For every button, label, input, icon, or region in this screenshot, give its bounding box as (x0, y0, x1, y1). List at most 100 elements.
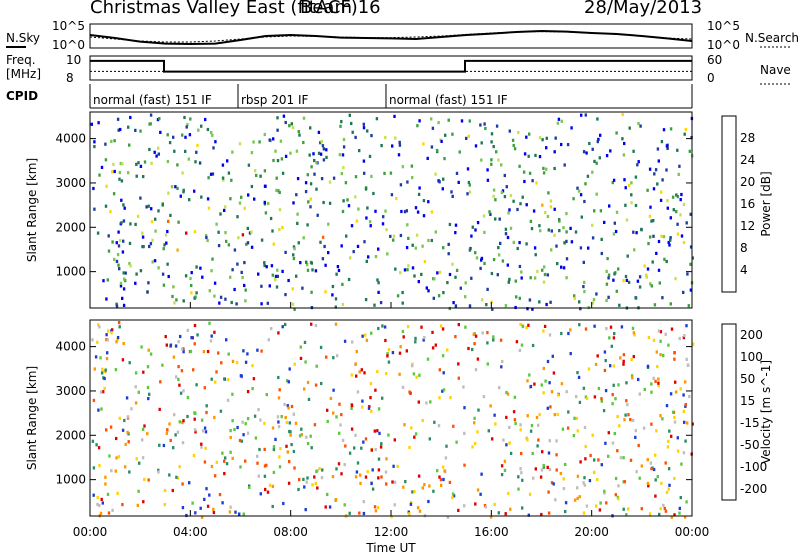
power-cell-cell (621, 137, 624, 141)
power-cell-cell (676, 222, 679, 226)
velocity-cell-cell (246, 431, 250, 435)
velocity-cell-cell (231, 419, 234, 423)
power-cell-cell (346, 198, 349, 202)
velocity-cell-cell (146, 365, 150, 369)
velocity-cell-cell (576, 371, 579, 375)
power-cell-cell (595, 292, 598, 296)
velocity-cell-cell (526, 414, 529, 418)
velocity-cell-cell (321, 468, 324, 472)
velocity-cell-cell (227, 352, 230, 356)
velocity-cell-cell (213, 330, 216, 334)
power-cell-cell (272, 137, 275, 141)
velocity-cell-cell (340, 472, 343, 476)
velocity-cell-cell (417, 474, 421, 478)
power-cell-cell (677, 172, 680, 176)
velocity-cell-cell (102, 390, 105, 394)
velocity-cell-cell (97, 446, 101, 450)
velocity-cell-cell (231, 359, 235, 363)
power-cell-cell (574, 230, 578, 234)
velocity-cell-cell (252, 377, 256, 381)
power-cell-cell (562, 266, 566, 270)
velocity-cell-cell (399, 345, 402, 349)
power-cell-cell (454, 223, 458, 227)
velocity-cell-cell (335, 467, 338, 471)
nave-label: Nave (760, 63, 791, 77)
power-cell-cell (553, 207, 556, 211)
power-cell-cell (309, 126, 312, 130)
velocity-cell-cell (401, 385, 405, 389)
power-cell-cell (625, 218, 629, 222)
power-cell-cell (615, 289, 618, 293)
velocity-cell-cell (181, 421, 184, 425)
power-cell-cell (518, 296, 521, 300)
power-cell-cell (480, 258, 483, 262)
power-cell-cell (492, 258, 496, 262)
velocity-cell-cell (128, 361, 131, 365)
power-cell-cell (97, 121, 100, 125)
power-cell-cell (231, 268, 234, 272)
power-cell-cell (104, 204, 108, 208)
velocity-cell-cell (454, 335, 457, 339)
velocity-cell-cell (560, 382, 564, 386)
velocity-cell-cell (172, 355, 176, 359)
velocity-cell-cell (168, 473, 171, 477)
velocity-cell-cell (292, 412, 295, 416)
velocity-cell-cell (158, 443, 161, 447)
velocity-cell-cell (102, 376, 105, 380)
velocity-cell-cell (337, 462, 341, 466)
velocity-cell-cell (101, 367, 104, 371)
power-cell-cell (396, 294, 400, 298)
power-cell-cell (163, 243, 166, 247)
power-cell-cell (250, 230, 253, 234)
power-cell-cell (481, 298, 484, 302)
velocity-cell-cell (603, 350, 607, 354)
power-cell-cell (238, 201, 242, 205)
velocity-cell-cell (196, 333, 199, 337)
velocity-cell-cell (111, 508, 114, 512)
power-cell-cell (661, 296, 664, 300)
velocity-cell-cell (326, 408, 329, 412)
power-cell-cell (358, 149, 361, 153)
power-cell-cell (464, 295, 467, 299)
power-cell-cell (427, 238, 430, 243)
velocity-cell-cell (256, 348, 259, 352)
power-cell-cell (139, 129, 142, 133)
velocity-cell-cell (484, 505, 488, 509)
power-cell-cell (102, 279, 105, 283)
power-cell-cell (324, 290, 327, 294)
velocity-cell-cell (442, 371, 445, 375)
power-cell-cell (258, 140, 261, 144)
velocity-cell-cell (194, 411, 197, 415)
power-cell-cell (263, 184, 267, 188)
power-cell-cell (93, 145, 96, 149)
power-cell-cell (284, 250, 287, 254)
velocity-cell-cell (164, 335, 167, 339)
velocity-cell-cell (366, 470, 369, 474)
velocity-cell-cell (555, 439, 558, 443)
power-cell-cell (263, 169, 267, 173)
velocity-cell-cell (233, 427, 236, 432)
velocity-cell-cell (186, 395, 190, 400)
velocity-cell-cell (573, 498, 577, 502)
velocity-cell-cell (270, 327, 273, 331)
velocity-cell-cell (188, 481, 191, 485)
power-cell-cell (674, 277, 677, 281)
velocity-cell-cell (266, 490, 270, 494)
power-cell-cell (147, 281, 150, 285)
velocity-cell-cell (99, 356, 102, 360)
power-cell-cell (625, 278, 629, 282)
power-cell-cell (665, 168, 668, 172)
power-cell-cell (660, 234, 663, 238)
power-cell-cell (201, 275, 204, 279)
velocity-cell-cell (306, 476, 309, 480)
power-cell-cell (377, 281, 380, 285)
power-cell-cell (546, 273, 549, 277)
power-cell-cell (689, 245, 693, 249)
power-cell-cell (238, 142, 242, 146)
noise-sky-line (89, 29, 693, 46)
velocity-cell-cell (667, 343, 670, 347)
velocity-cell-cell (256, 461, 259, 465)
velocity-cell-cell (498, 386, 501, 390)
power-cell-cell (649, 205, 652, 209)
power-cell-cell (669, 127, 673, 131)
